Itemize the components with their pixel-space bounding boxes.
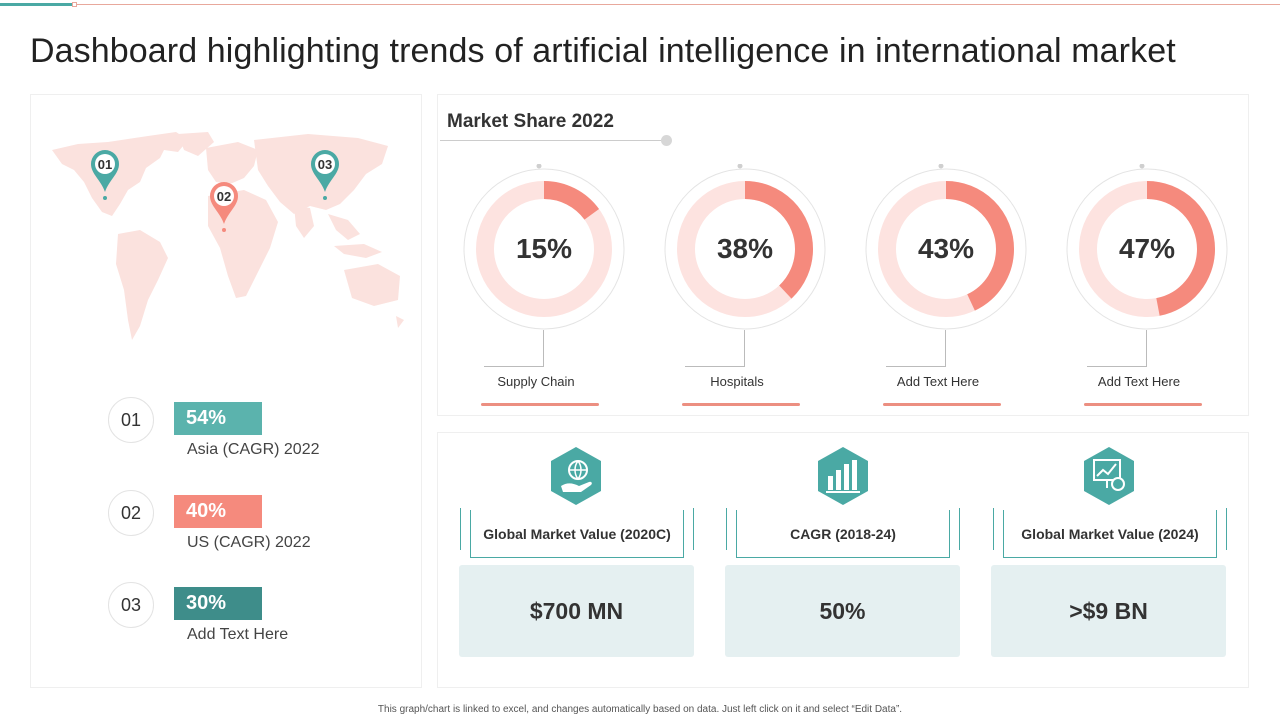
category-label: Add Text Here bbox=[1097, 374, 1181, 389]
map-pin-icon bbox=[91, 150, 119, 200]
category-label: Add Text Here bbox=[896, 374, 980, 389]
donut-outline bbox=[664, 168, 826, 330]
map-pin-icon bbox=[311, 150, 339, 200]
donut-connector bbox=[484, 366, 544, 367]
stat-label: Asia (CAGR) 2022 bbox=[187, 441, 320, 458]
map-pin-label: 01 bbox=[97, 156, 113, 172]
donut-percentage: 47% bbox=[1118, 233, 1176, 264]
donut-segment bbox=[677, 181, 813, 317]
category-underline bbox=[481, 403, 599, 406]
category-label-box: Hospitals bbox=[682, 368, 800, 406]
donut-dot bbox=[737, 164, 743, 169]
top-accent-dot bbox=[72, 2, 77, 7]
donut-segment bbox=[476, 181, 612, 317]
presentation-globe-icon bbox=[1084, 447, 1134, 505]
market-share-title: Market Share 2022 bbox=[447, 111, 614, 132]
map-pin-03[interactable]: 03 bbox=[309, 148, 345, 200]
category-underline bbox=[883, 403, 1001, 406]
category-underline bbox=[682, 403, 800, 406]
donut-dot bbox=[536, 164, 542, 169]
globe-hand-icon bbox=[551, 447, 601, 505]
category-label: Hospitals bbox=[710, 374, 764, 389]
donut-chart: 38% bbox=[660, 164, 830, 334]
stat-item-us: 02 40% US (CAGR) 2022 bbox=[108, 490, 408, 560]
stat-value: 40% bbox=[174, 495, 262, 528]
page-title: Dashboard highlighting trends of artific… bbox=[30, 32, 1176, 70]
stat-item-asia: 01 54% Asia (CAGR) 2022 bbox=[108, 397, 408, 467]
kpi-heading-global-2024: Global Market Value (2024) bbox=[993, 508, 1227, 558]
stat-item-other: 03 30% Add Text Here bbox=[108, 582, 408, 652]
category-label-box: Supply Chain bbox=[481, 368, 599, 406]
donut-connector bbox=[886, 366, 946, 367]
stat-value: 54% bbox=[174, 402, 262, 435]
market-share-rule bbox=[440, 140, 664, 141]
market-share-panel bbox=[437, 94, 1249, 416]
stat-value: 30% bbox=[174, 587, 262, 620]
stat-number: 03 bbox=[108, 582, 154, 628]
kpi-heading-global-2020: Global Market Value (2020C) bbox=[460, 508, 694, 558]
map-pin-label: 03 bbox=[317, 156, 333, 172]
donut-connector bbox=[744, 330, 745, 366]
donut-chart: 15% bbox=[459, 164, 629, 334]
donut-segment bbox=[878, 181, 1014, 317]
donut-connector bbox=[543, 330, 544, 366]
footnote: This graph/chart is linked to excel, and… bbox=[377, 704, 903, 715]
kpi-value-global-2020: $700 MN bbox=[459, 565, 694, 657]
stat-number: 01 bbox=[108, 397, 154, 443]
donut-connector bbox=[945, 330, 946, 366]
kpi-heading-cagr: CAGR (2018-24) bbox=[726, 508, 960, 558]
donut-chart: 47% bbox=[1062, 164, 1232, 334]
donut-percentage: 15% bbox=[515, 233, 573, 264]
map-pin-02[interactable]: 02 bbox=[208, 180, 244, 232]
donut-outline bbox=[865, 168, 1027, 330]
map-pin-01[interactable]: 01 bbox=[89, 148, 125, 200]
donut-connector bbox=[1146, 330, 1147, 366]
donut-dot bbox=[1139, 164, 1145, 169]
category-label-box: Add Text Here bbox=[883, 368, 1001, 406]
kpi-value-cagr: 50% bbox=[725, 565, 960, 657]
top-accent-bar bbox=[0, 3, 72, 6]
donut-percentage: 38% bbox=[716, 233, 774, 264]
donut-outline bbox=[1066, 168, 1228, 330]
map-pin-label: 02 bbox=[216, 188, 232, 204]
stat-number: 02 bbox=[108, 490, 154, 536]
donut-outline bbox=[463, 168, 625, 330]
donut-connector bbox=[1087, 366, 1147, 367]
donut-dot bbox=[938, 164, 944, 169]
category-underline bbox=[1084, 403, 1202, 406]
market-share-rule-knob bbox=[661, 135, 672, 146]
category-label: Supply Chain bbox=[497, 374, 575, 389]
donut-connector bbox=[685, 366, 745, 367]
stat-label: US (CAGR) 2022 bbox=[187, 534, 311, 551]
map-pin-icon bbox=[210, 182, 238, 232]
category-label-box: Add Text Here bbox=[1084, 368, 1202, 406]
donut-chart: 43% bbox=[861, 164, 1031, 334]
donut-percentage: 43% bbox=[917, 233, 975, 264]
top-rule bbox=[0, 4, 1280, 5]
stat-label: Add Text Here bbox=[187, 626, 289, 643]
kpi-value-global-2024: >$9 BN bbox=[991, 565, 1226, 657]
bar-chart-icon bbox=[818, 447, 868, 505]
donut-segment bbox=[1079, 181, 1215, 317]
